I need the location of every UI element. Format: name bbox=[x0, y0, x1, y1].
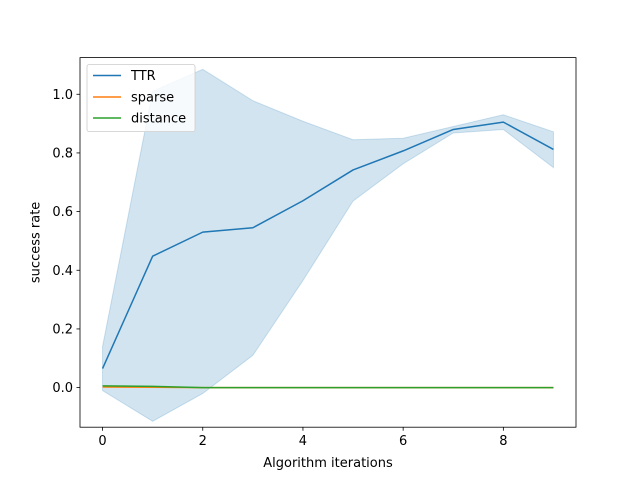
x-tick-label: 4 bbox=[299, 434, 307, 449]
y-tick-label: 0.6 bbox=[52, 205, 73, 220]
legend-label-ttr: TTR bbox=[130, 69, 156, 84]
x-axis-label: Algorithm iterations bbox=[263, 456, 393, 471]
series-lines bbox=[101, 121, 554, 389]
legend-label-distance: distance bbox=[131, 112, 186, 127]
series-line-distance bbox=[102, 385, 554, 389]
y-tick-label: 0.8 bbox=[52, 146, 73, 161]
confidence-bands bbox=[102, 68, 554, 422]
y-axis-label: success rate bbox=[29, 202, 44, 283]
y-axis-ticks: 0.0 0.2 0.4 0.6 0.8 1.0 bbox=[52, 88, 80, 396]
y-tick-label: 1.0 bbox=[52, 88, 73, 103]
legend-box bbox=[86, 64, 196, 132]
y-tick-label: 0.0 bbox=[52, 381, 73, 396]
plot-frame bbox=[79, 57, 577, 428]
x-tick-label: 2 bbox=[199, 434, 207, 449]
x-axis-ticks: 0 2 4 6 8 bbox=[98, 427, 507, 449]
x-tick-label: 6 bbox=[399, 434, 407, 449]
confidence-band-ttr bbox=[102, 68, 554, 422]
x-tick-label: 0 bbox=[98, 434, 106, 449]
x-tick-label: 8 bbox=[499, 434, 507, 449]
y-tick-label: 0.2 bbox=[52, 322, 73, 337]
legend: TTR sparse distance bbox=[86, 64, 196, 132]
series-line-ttr bbox=[101, 121, 554, 369]
y-tick-label: 0.4 bbox=[52, 264, 73, 279]
legend-label-sparse: sparse bbox=[131, 91, 174, 106]
